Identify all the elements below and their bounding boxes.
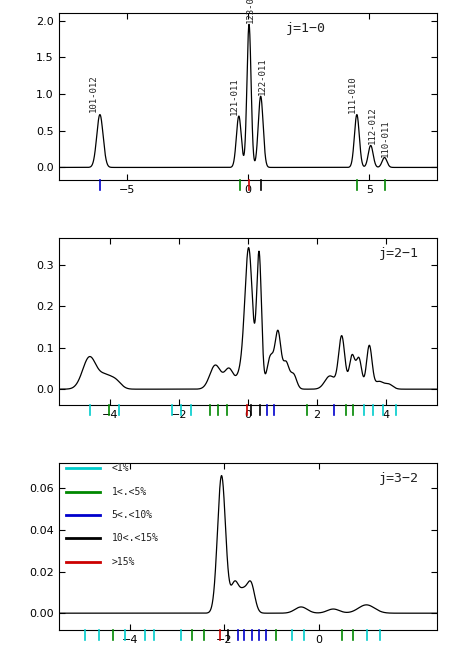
Text: j=3−2: j=3−2 <box>378 471 419 485</box>
Text: 10<.<15%: 10<.<15% <box>112 533 159 543</box>
Text: 122-011: 122-011 <box>258 57 267 95</box>
Text: 1<.<5%: 1<.<5% <box>112 487 147 497</box>
Text: 101-012: 101-012 <box>88 75 97 112</box>
Text: 112-012: 112-012 <box>368 106 377 144</box>
Text: 121-011: 121-011 <box>230 77 239 115</box>
Text: 123-012: 123-012 <box>246 0 255 23</box>
Text: <1%: <1% <box>112 463 129 473</box>
Text: j=1−0: j=1−0 <box>286 22 326 34</box>
Text: j=2−1: j=2−1 <box>378 247 419 259</box>
Text: 110-011: 110-011 <box>381 119 390 157</box>
Text: 111-010: 111-010 <box>347 76 356 113</box>
Text: 5<.<10%: 5<.<10% <box>112 510 153 520</box>
Text: >15%: >15% <box>112 556 135 566</box>
